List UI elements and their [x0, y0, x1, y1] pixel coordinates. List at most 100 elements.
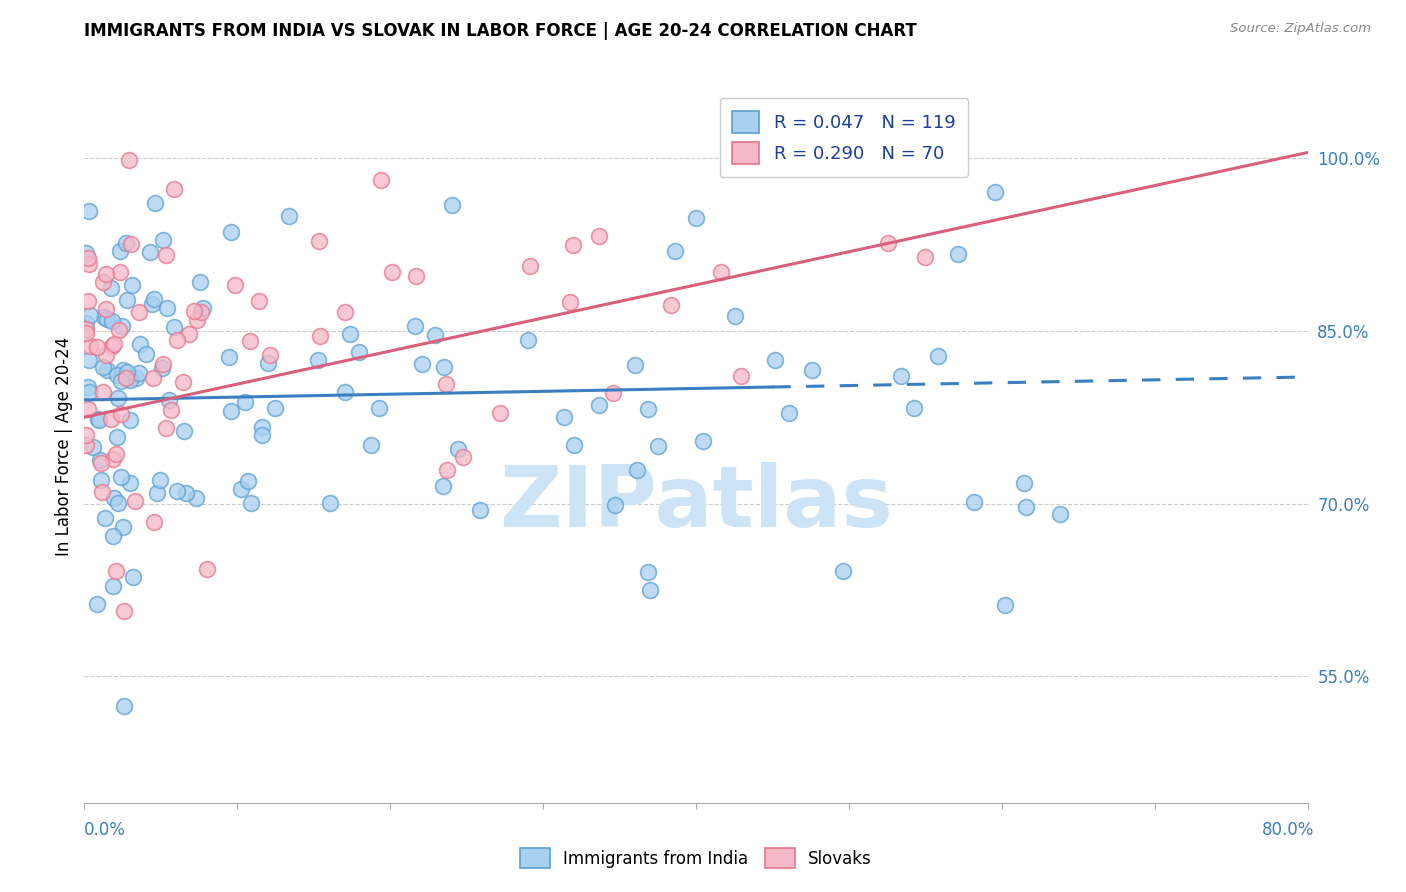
Point — [623, 358, 645, 372]
Point — [637, 566, 659, 580]
Point — [647, 439, 669, 453]
Point — [423, 328, 446, 343]
Point — [112, 699, 135, 714]
Point — [86, 340, 108, 354]
Point — [75, 438, 97, 452]
Point — [149, 473, 172, 487]
Point — [110, 375, 132, 389]
Point — [155, 421, 177, 435]
Legend: Immigrants from India, Slovaks: Immigrants from India, Slovaks — [512, 839, 880, 877]
Point — [172, 376, 194, 390]
Point — [436, 463, 458, 477]
Point — [724, 309, 747, 323]
Point — [103, 337, 125, 351]
Point — [186, 313, 208, 327]
Point — [128, 366, 150, 380]
Point — [411, 357, 433, 371]
Point — [218, 350, 240, 364]
Point — [163, 319, 186, 334]
Point — [77, 385, 100, 400]
Point — [221, 404, 243, 418]
Point — [143, 195, 166, 210]
Point — [152, 233, 174, 247]
Point — [710, 265, 733, 279]
Point — [107, 496, 129, 510]
Point — [489, 406, 512, 420]
Point — [101, 314, 124, 328]
Point — [963, 495, 986, 509]
Point — [831, 564, 853, 578]
Point — [184, 491, 207, 506]
Point — [247, 293, 270, 308]
Point — [107, 392, 129, 406]
Point — [381, 265, 404, 279]
Point — [256, 356, 278, 370]
Point — [453, 450, 475, 464]
Point — [308, 329, 330, 343]
Point — [142, 292, 165, 306]
Point — [115, 371, 138, 385]
Point — [77, 257, 100, 271]
Text: ZIPatlas: ZIPatlas — [499, 461, 893, 545]
Point — [349, 345, 371, 359]
Point — [79, 309, 101, 323]
Point — [447, 442, 470, 457]
Point — [100, 339, 122, 353]
Point — [195, 562, 218, 576]
Point — [440, 198, 463, 212]
Point — [664, 244, 686, 258]
Point — [877, 235, 900, 250]
Point — [101, 579, 124, 593]
Point — [118, 476, 141, 491]
Point — [519, 259, 541, 273]
Text: 80.0%: 80.0% — [1263, 821, 1315, 838]
Point — [96, 312, 118, 326]
Point — [77, 204, 100, 219]
Point — [360, 437, 382, 451]
Point — [115, 293, 138, 307]
Point — [224, 277, 246, 292]
Point — [994, 598, 1017, 612]
Point — [1049, 507, 1071, 521]
Point — [87, 412, 110, 426]
Point — [626, 463, 648, 477]
Point — [433, 360, 456, 375]
Point — [76, 294, 98, 309]
Point — [238, 334, 260, 349]
Point — [87, 413, 110, 427]
Point — [163, 181, 186, 195]
Point — [152, 357, 174, 371]
Point — [588, 398, 610, 412]
Text: 0.0%: 0.0% — [84, 821, 127, 838]
Point — [96, 301, 118, 316]
Point — [368, 401, 391, 415]
Point — [948, 246, 970, 260]
Point — [800, 363, 823, 377]
Point — [86, 597, 108, 611]
Point — [188, 275, 211, 289]
Point — [89, 453, 111, 467]
Point — [139, 244, 162, 259]
Point — [115, 365, 138, 379]
Point — [146, 486, 169, 500]
Point — [105, 368, 128, 383]
Point — [90, 456, 112, 470]
Point — [890, 369, 912, 384]
Point — [159, 402, 181, 417]
Point — [659, 298, 682, 312]
Y-axis label: In Labor Force | Age 20-24: In Labor Force | Age 20-24 — [55, 336, 73, 556]
Point — [118, 153, 141, 167]
Point — [124, 494, 146, 508]
Point — [108, 323, 131, 337]
Point — [118, 373, 141, 387]
Point — [75, 322, 97, 336]
Point — [263, 401, 285, 415]
Point — [110, 469, 132, 483]
Point — [927, 349, 949, 363]
Point — [319, 496, 342, 510]
Point — [111, 319, 134, 334]
Point — [76, 251, 98, 265]
Point — [233, 394, 256, 409]
Point — [129, 337, 152, 351]
Point — [143, 516, 166, 530]
